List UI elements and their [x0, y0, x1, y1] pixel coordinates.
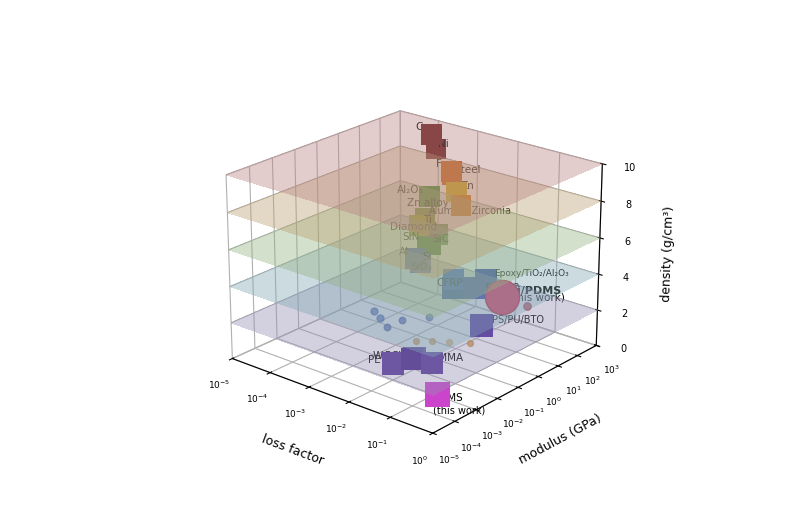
Y-axis label: modulus (GPa): modulus (GPa) — [517, 412, 604, 467]
X-axis label: loss factor: loss factor — [260, 432, 326, 467]
